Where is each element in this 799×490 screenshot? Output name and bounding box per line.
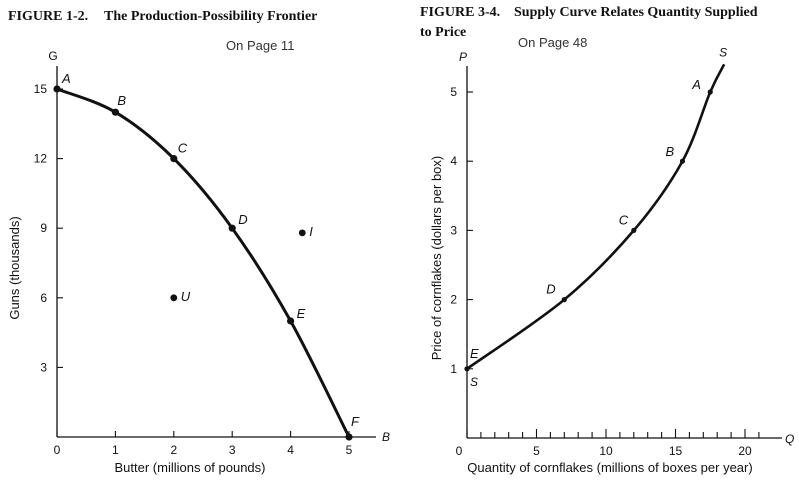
supply-figure: FIGURE 3-4. Supply Curve Relates Quantit…: [420, 5, 794, 475]
ppf-y-axis-letter: G: [48, 49, 57, 63]
supply-ticks: 0 5 10 15 20 1 2 3 4 5: [450, 85, 760, 458]
ppf-point-label-b: B: [117, 93, 126, 108]
supply-x-tick-label: 5: [533, 444, 540, 458]
ppf-point-f: [345, 433, 353, 441]
supply-x-axis-label: Quantity of cornflakes (millions of boxe…: [467, 460, 752, 475]
ppf-point-label-u: U: [181, 289, 191, 304]
ppf-points: A B C D E F I U: [53, 71, 360, 441]
supply-point-c: [631, 227, 637, 233]
ppf-x-tick-label: 5: [346, 443, 353, 457]
ppf-figure: FIGURE 1-2. The Production-Possibility F…: [7, 9, 390, 475]
supply-figure-label: FIGURE 3-4.: [420, 5, 500, 20]
ppf-y-axis-label: Guns (thousands): [7, 216, 22, 319]
supply-chart-title-line-2: to Price: [420, 25, 466, 40]
supply-point-label-c: C: [619, 212, 629, 227]
supply-curve: [466, 63, 726, 370]
supply-page-note: On Page 48: [518, 35, 587, 50]
ppf-point-u: [170, 294, 178, 302]
supply-x-tick-label: 0: [456, 444, 463, 458]
supply-point-label-d: D: [546, 282, 555, 297]
ppf-y-tick-label: 9: [40, 221, 47, 235]
supply-point-b: [679, 158, 686, 164]
ppf-x-axis-letter: B: [382, 430, 390, 444]
ppf-point-label-i: I: [309, 224, 313, 239]
ppf-y-tick-label: 3: [40, 360, 47, 374]
supply-point-e: [464, 366, 470, 372]
supply-y-tick-label: 4: [450, 154, 457, 168]
supply-y-tick-label: 3: [450, 223, 457, 237]
ppf-point-label-f: F: [351, 414, 360, 429]
ppf-point-label-c: C: [178, 141, 188, 156]
ppf-chart-title: The Production-Possibility Frontier: [104, 9, 317, 24]
supply-point-d: [561, 297, 567, 303]
ppf-frontier-curve: [56, 87, 351, 438]
supply-x-axis-letter: Q: [785, 432, 794, 446]
supply-chart-title-line-1: Supply Curve Relates Quantity Supplied: [514, 5, 758, 20]
ppf-x-tick-label: 1: [112, 443, 119, 457]
supply-point-label-a: A: [691, 77, 701, 92]
ppf-x-tick-label: 2: [170, 443, 177, 457]
ppf-x-axis-label: Butter (millions of pounds): [114, 460, 265, 475]
supply-curve-label-bottom: S: [470, 375, 478, 389]
supply-points: E D C B A: [464, 77, 713, 372]
ppf-x-tick-label: 3: [229, 443, 236, 457]
ppf-point-b: [111, 108, 119, 116]
supply-x-tick-label: 15: [669, 444, 683, 458]
supply-y-axis-letter: P: [459, 50, 467, 64]
ppf-page-note: On Page 11: [226, 38, 294, 53]
ppf-point-c: [170, 155, 178, 163]
ppf-x-tick-label: 0: [54, 443, 61, 457]
ppf-y-tick-label: 6: [40, 291, 47, 305]
ppf-y-tick-label: 12: [34, 152, 48, 166]
ppf-point-e: [287, 317, 295, 325]
supply-y-tick-label: 5: [450, 85, 457, 99]
ppf-point-d: [228, 224, 236, 232]
supply-point-label-b: B: [665, 144, 674, 159]
ppf-point-label-a: A: [61, 71, 71, 86]
ppf-point-label-d: D: [238, 212, 247, 227]
ppf-point-label-e: E: [297, 306, 306, 321]
ppf-y-tick-label: 15: [34, 82, 48, 96]
ppf-figure-label: FIGURE 1-2.: [8, 9, 88, 24]
ppf-point-a: [53, 85, 61, 93]
supply-x-tick-label: 10: [599, 444, 613, 458]
ppf-point-i: [298, 229, 306, 237]
supply-y-axis-label: Price of cornflakes (dollars per box): [429, 156, 444, 360]
supply-curve-label-top: S: [719, 45, 727, 59]
supply-x-tick-label: 20: [738, 444, 752, 458]
supply-point-label-e: E: [470, 346, 479, 361]
ppf-x-tick-label: 4: [287, 443, 294, 457]
supply-y-tick-label: 1: [450, 362, 457, 376]
supply-y-tick-label: 2: [450, 293, 457, 307]
supply-point-a: [707, 89, 713, 95]
